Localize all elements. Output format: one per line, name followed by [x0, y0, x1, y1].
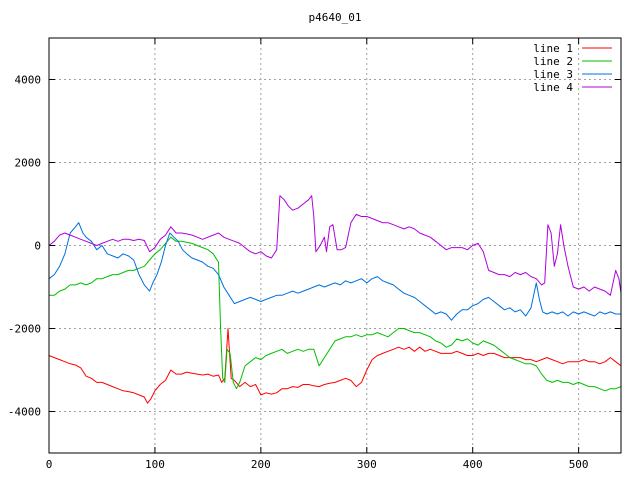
legend-label: line 1	[533, 42, 573, 55]
series-line-2	[49, 236, 622, 392]
x-tick-label: 200	[251, 458, 271, 471]
y-tick-label: 2000	[15, 157, 42, 170]
axis-ticks: 0 100 200 300 400 500 -4000 -2000 0 2000 4000	[8, 38, 621, 471]
legend-label: line 2	[533, 55, 573, 68]
y-tick-label: 0	[34, 240, 41, 253]
x-tick-label: 0	[46, 458, 53, 471]
y-tick-label: -4000	[8, 406, 41, 419]
plot-frame	[48, 37, 622, 454]
series-line-1	[48, 328, 622, 404]
y-tick-label: -2000	[8, 323, 41, 336]
legend-label: line 4	[533, 81, 573, 94]
series-line-4	[48, 195, 622, 296]
series-line-3	[48, 222, 621, 321]
x-tick-label: 500	[569, 458, 589, 471]
series-group	[48, 195, 622, 404]
legend-label: line 3	[533, 68, 573, 81]
x-tick-label: 400	[463, 458, 483, 471]
y-tick-label: 4000	[15, 74, 42, 87]
chart-title: p4640_01	[309, 11, 362, 24]
x-tick-label: 300	[357, 458, 377, 471]
x-tick-label: 100	[145, 458, 165, 471]
